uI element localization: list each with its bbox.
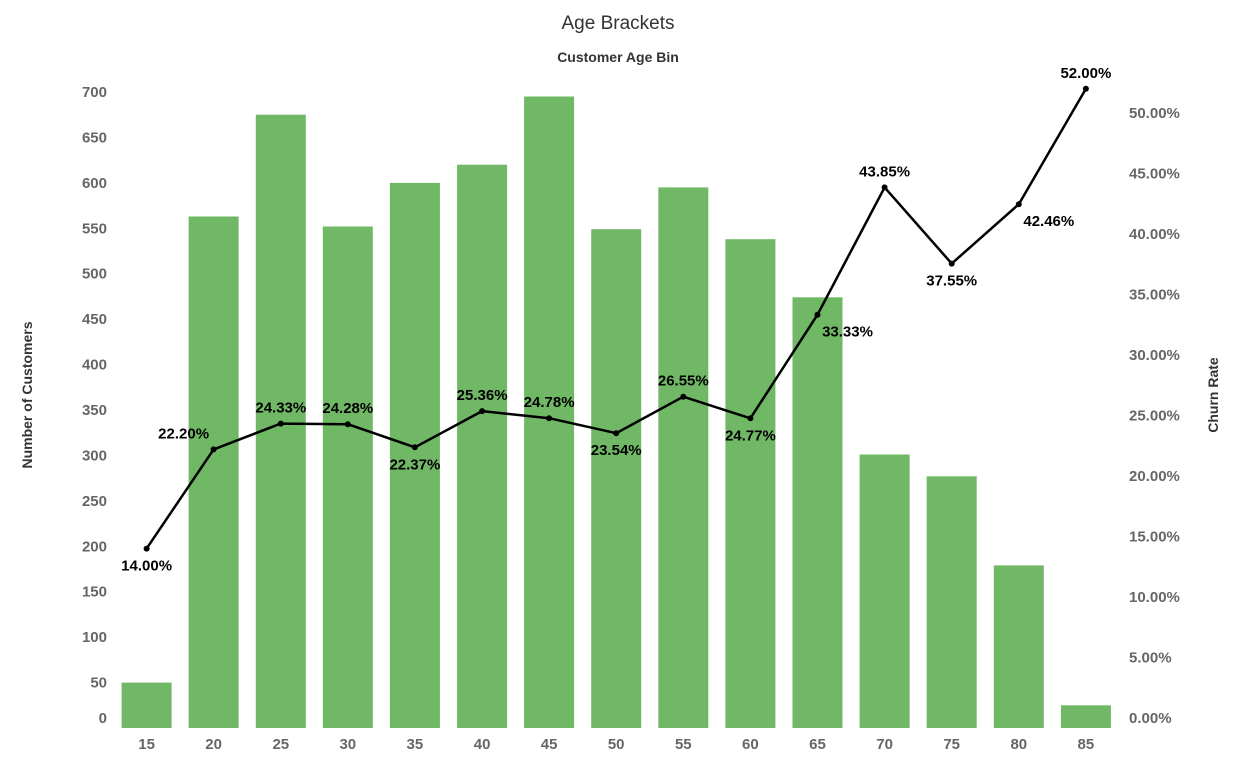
churn-point-20 [210, 446, 217, 453]
y2-tick-label: 15.00% [1129, 529, 1180, 546]
churn-point-75 [948, 260, 955, 267]
y2-tick-label: 45.00% [1129, 166, 1180, 183]
y-tick-label: 500 [82, 266, 107, 283]
bar-75 [926, 476, 977, 728]
y-axis-title: Number of Customers [19, 321, 35, 468]
x-tick-label: 55 [675, 736, 692, 753]
y-tick-label: 650 [82, 129, 107, 146]
bar-80 [993, 565, 1044, 728]
x-tick-label: 85 [1078, 736, 1095, 753]
y-tick-label: 200 [82, 538, 107, 555]
bar-50 [591, 229, 642, 728]
bar-20 [188, 216, 239, 728]
x-axis-ticks: 15 20 25 30 35 40 45 50 55 60 65 70 75 80 85 [138, 736, 1094, 753]
churn-point-30 [344, 421, 351, 428]
bar-15 [121, 682, 172, 728]
y2-tick-label: 5.00% [1129, 650, 1172, 667]
churn-data-label: 33.33% [822, 324, 873, 341]
churn-line-group [143, 85, 1089, 552]
y-tick-label: 550 [82, 220, 107, 237]
x-tick-label: 75 [943, 736, 960, 753]
bar-55 [658, 187, 709, 728]
chart-title: Age Brackets [562, 13, 675, 34]
churn-point-40 [479, 408, 486, 415]
bar-60 [725, 239, 776, 728]
y-tick-label: 250 [82, 493, 107, 510]
churn-point-45 [546, 415, 553, 422]
bar-35 [389, 182, 440, 728]
x-tick-label: 30 [339, 736, 356, 753]
y-tick-label: 50 [90, 675, 107, 692]
data-labels-group: 14.00% 22.20% 24.33% 24.28% 22.37% 25.36% 24.7… [121, 65, 1111, 575]
y-tick-label: 400 [82, 357, 107, 374]
churn-point-70 [881, 184, 888, 191]
churn-data-label: 25.36% [457, 387, 508, 404]
churn-point-25 [277, 420, 284, 427]
churn-data-label: 24.28% [322, 400, 373, 417]
y2-tick-label: 40.00% [1129, 226, 1180, 243]
y-axis-ticks: 0 50 100 150 200 250 300 350 400 450 500 550 600 650 7… [82, 84, 107, 727]
churn-point-15 [143, 545, 150, 552]
y-tick-label: 300 [82, 447, 107, 464]
churn-data-label: 24.78% [524, 394, 575, 411]
churn-data-label: 26.55% [658, 373, 709, 390]
y-tick-label: 0 [99, 710, 107, 727]
y2-tick-label: 30.00% [1129, 347, 1180, 364]
x-tick-label: 25 [272, 736, 289, 753]
bar-85 [1060, 705, 1111, 728]
churn-data-label: 14.00% [121, 558, 172, 575]
churn-point-80 [1015, 201, 1022, 208]
bar-70 [859, 454, 910, 728]
bar-40 [457, 164, 508, 728]
y-tick-label: 150 [82, 584, 107, 601]
churn-point-35 [411, 444, 418, 451]
x-tick-label: 70 [876, 736, 893, 753]
chart-subtitle: Customer Age Bin [557, 49, 679, 65]
bars-group [121, 96, 1111, 728]
churn-data-label: 42.46% [1023, 213, 1074, 230]
y-tick-label: 700 [82, 84, 107, 101]
y-tick-label: 450 [82, 311, 107, 328]
y-tick-label: 600 [82, 175, 107, 192]
x-tick-label: 50 [608, 736, 625, 753]
churn-point-60 [747, 415, 754, 422]
bar-30 [322, 226, 373, 728]
churn-data-label: 37.55% [926, 273, 977, 290]
y-tick-label: 100 [82, 629, 107, 646]
y2-tick-label: 25.00% [1129, 408, 1180, 425]
y2-tick-label: 0.00% [1129, 710, 1172, 727]
churn-data-label: 22.37% [389, 456, 440, 473]
x-tick-label: 20 [205, 736, 222, 753]
x-tick-label: 60 [742, 736, 759, 753]
x-tick-label: 65 [809, 736, 826, 753]
x-tick-label: 80 [1010, 736, 1027, 753]
churn-point-85 [1082, 85, 1089, 92]
churn-data-label: 24.33% [255, 400, 306, 417]
y2-tick-label: 50.00% [1129, 105, 1180, 122]
x-tick-label: 35 [407, 736, 424, 753]
x-tick-label: 45 [541, 736, 558, 753]
churn-data-label: 23.54% [591, 442, 642, 459]
bar-65 [792, 297, 843, 728]
churn-data-label: 52.00% [1060, 65, 1111, 82]
y2-tick-label: 10.00% [1129, 589, 1180, 606]
churn-point-55 [680, 393, 687, 400]
churn-data-label: 22.20% [158, 425, 209, 442]
y2-axis-title: Churn Rate [1205, 357, 1221, 433]
churn-point-50 [613, 430, 620, 437]
bar-45 [524, 96, 575, 728]
y-tick-label: 350 [82, 402, 107, 419]
y2-axis-ticks: 0.00% 5.00% 10.00% 15.00% 20.00% 25.00% 30.00%… [1129, 105, 1180, 727]
y2-tick-label: 20.00% [1129, 468, 1180, 485]
churn-data-label: 43.85% [859, 163, 910, 180]
churn-point-65 [814, 311, 821, 318]
x-tick-label: 40 [474, 736, 491, 753]
x-tick-label: 15 [138, 736, 155, 753]
y2-tick-label: 35.00% [1129, 287, 1180, 304]
churn-data-label: 24.77% [725, 427, 776, 444]
